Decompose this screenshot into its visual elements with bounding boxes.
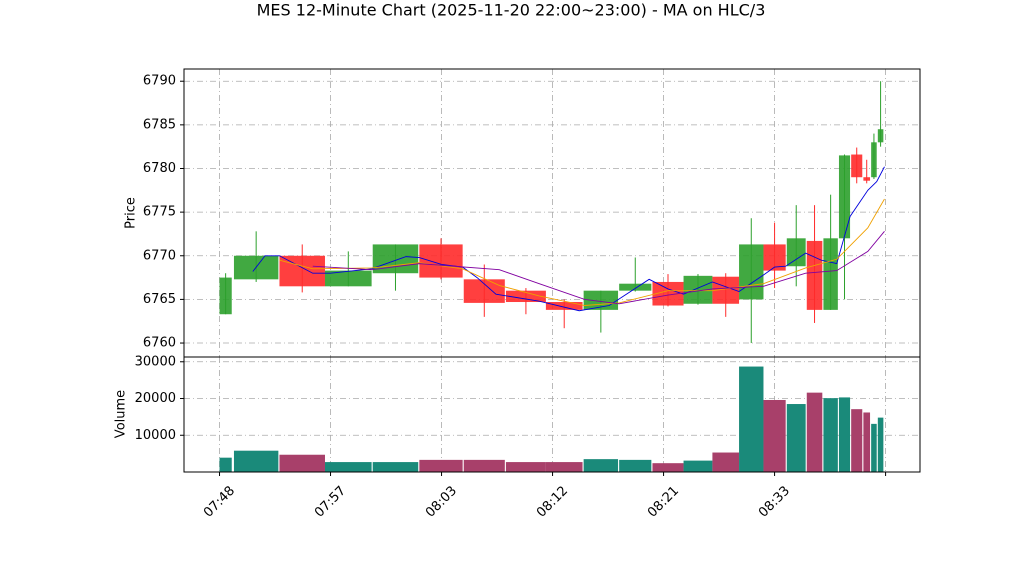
candle-body xyxy=(871,142,877,178)
candle-body xyxy=(419,244,463,278)
volume-bar xyxy=(419,459,463,472)
chart-title: MES 12-Minute Chart (2025-11-20 22:00~23… xyxy=(257,1,766,20)
volume-bar xyxy=(823,398,838,472)
volume-axis-label: Volume xyxy=(114,390,129,438)
x-tick-label: 08:21 xyxy=(645,483,682,520)
candle-body xyxy=(823,238,838,310)
candle-body xyxy=(545,302,583,310)
candle-body xyxy=(786,238,806,267)
volume-tick-label: 20000 xyxy=(135,391,176,406)
volume-bar xyxy=(233,450,279,472)
y-tick-label: 6790 xyxy=(143,74,176,89)
volume-bar xyxy=(863,412,871,472)
x-tick-label: 07:57 xyxy=(312,483,349,520)
volume-bar xyxy=(877,417,884,472)
volume-bar xyxy=(219,457,232,472)
volume-bar xyxy=(806,392,823,472)
candle-body xyxy=(505,290,546,303)
candle-body xyxy=(739,244,764,300)
ma-line xyxy=(279,198,885,306)
y-tick-label: 6775 xyxy=(143,205,176,220)
volume-bar xyxy=(763,399,786,472)
volume-bar xyxy=(652,463,684,472)
volume-bar xyxy=(279,454,325,472)
candle-body xyxy=(838,155,851,239)
candle-body xyxy=(652,281,684,306)
candle-body xyxy=(279,255,325,287)
candle-body xyxy=(806,240,823,310)
volume-bar xyxy=(871,423,877,472)
x-tick-label: 08:03 xyxy=(423,483,460,520)
volume-bar xyxy=(545,462,583,472)
candle-body xyxy=(219,277,232,315)
volume-bar xyxy=(505,462,546,472)
volume-bar xyxy=(739,366,764,472)
y-tick-label: 6765 xyxy=(143,292,176,307)
y-tick-label: 6760 xyxy=(143,336,176,351)
volume-bar xyxy=(372,462,419,472)
candle-body xyxy=(324,270,372,287)
candle-body xyxy=(763,244,786,271)
volume-bar xyxy=(683,460,713,472)
y-axis-label: Price xyxy=(124,197,139,229)
volume-tick-label: 30000 xyxy=(135,354,176,369)
candle-body xyxy=(463,279,505,303)
candle-body xyxy=(877,129,884,143)
y-tick-label: 6785 xyxy=(143,117,176,132)
y-tick-label: 6780 xyxy=(143,161,176,176)
volume-tick-label: 10000 xyxy=(135,428,176,443)
x-tick-label: 08:33 xyxy=(756,483,793,520)
ma-line xyxy=(312,231,885,305)
volume-bar xyxy=(583,459,619,472)
x-tick-label: 07:48 xyxy=(201,483,238,520)
candle-body xyxy=(863,177,871,181)
x-tick-label: 08:12 xyxy=(534,483,571,520)
volume-bar xyxy=(786,404,806,472)
volume-bar xyxy=(712,452,740,472)
volume-bar xyxy=(463,459,505,472)
y-tick-label: 6770 xyxy=(143,248,176,263)
candle-body xyxy=(851,154,863,178)
volume-bar xyxy=(619,459,652,472)
volume-bar xyxy=(324,462,372,472)
volume-bar xyxy=(838,397,851,472)
volume-bar xyxy=(851,409,863,472)
price-frame xyxy=(183,68,921,358)
volume-frame xyxy=(183,356,921,473)
candle-body xyxy=(619,283,652,291)
